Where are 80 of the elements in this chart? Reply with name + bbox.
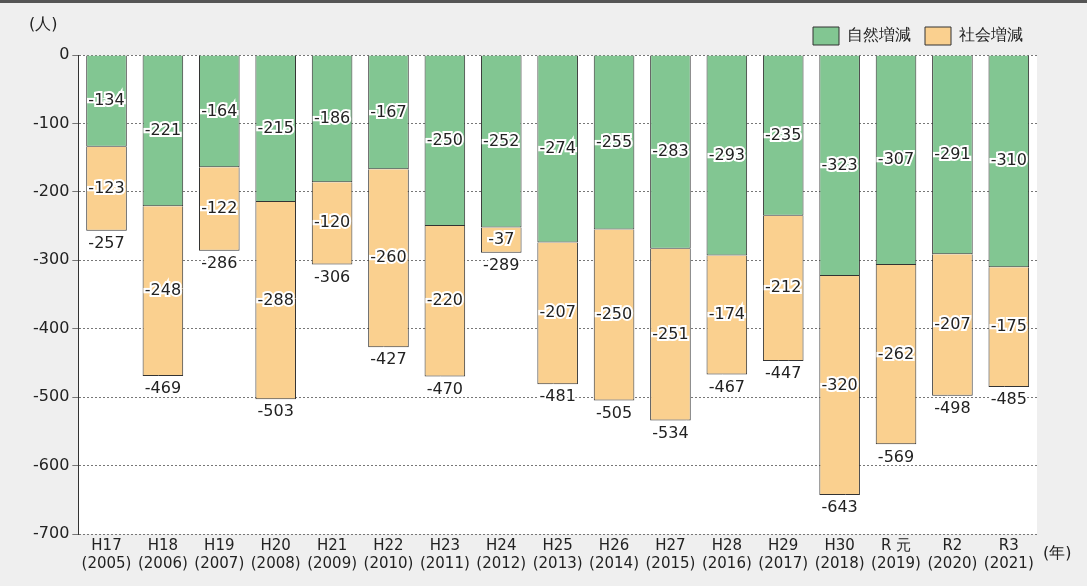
total-label: -286: [201, 252, 238, 272]
data-label: -164: [201, 100, 238, 120]
data-label: -250: [595, 304, 633, 324]
data-label: -255: [595, 131, 633, 151]
data-label: -251: [652, 323, 689, 343]
total-label: -469: [144, 378, 182, 398]
data-label: -122: [201, 198, 238, 218]
legend-label: 社会増減: [959, 25, 1023, 45]
y-tick-label: 0: [59, 44, 70, 64]
x-tick-label: H21 (2009): [307, 535, 358, 572]
data-label: -120: [313, 212, 351, 232]
total-label: -470: [426, 378, 464, 398]
data-label: -175: [990, 316, 1027, 336]
data-label: -207: [539, 302, 576, 322]
data-label: -215: [257, 117, 294, 137]
data-label: -310: [990, 150, 1027, 170]
data-label: -260: [370, 247, 407, 267]
total-label: -569: [877, 446, 915, 466]
x-tick-label: H26 (2014): [589, 535, 639, 572]
y-tick-label: -600: [33, 454, 70, 474]
total-label: -289: [483, 254, 520, 274]
y-tick-label: -700: [33, 523, 70, 543]
x-tick-label: H25 (2013): [532, 535, 583, 572]
total-label: -481: [539, 386, 576, 406]
data-label: -262: [877, 343, 915, 363]
x-tick-label: H20 (2008): [250, 535, 301, 572]
total-label: -643: [821, 497, 858, 517]
total-label: -257: [88, 233, 125, 253]
data-label: -323: [821, 154, 858, 174]
total-label: -306: [313, 266, 351, 286]
data-label: -307: [877, 149, 915, 169]
x-tick-label: H19 (2007): [194, 535, 245, 572]
total-label: -505: [595, 402, 633, 422]
data-label: -123: [88, 177, 125, 197]
data-label: -274: [539, 138, 576, 158]
total-label: -485: [990, 389, 1027, 409]
data-label: -174: [708, 304, 745, 324]
x-tick-label: H22 (2010): [363, 535, 414, 572]
data-label: -248: [144, 280, 182, 300]
total-label: -427: [370, 349, 407, 369]
x-tick-label: R 元 (2019): [871, 535, 921, 572]
x-tick-label: H17 (2005): [81, 535, 132, 572]
x-tick-label: R3 (2021): [983, 535, 1034, 572]
y-tick-label: -400: [33, 317, 70, 337]
x-tick-label: H30 (2018): [814, 535, 865, 572]
data-label: -293: [708, 144, 745, 164]
data-label: -221: [144, 120, 182, 140]
data-label: -288: [257, 289, 294, 309]
y-tick-label: -300: [33, 249, 70, 269]
x-tick-label: H27 (2015): [645, 535, 696, 572]
y-axis-title: (人): [29, 14, 58, 34]
total-label: -467: [708, 376, 745, 396]
y-tick-label: -200: [33, 181, 70, 201]
y-tick-label: -500: [33, 386, 70, 406]
x-tick-label: H28 (2016): [701, 535, 752, 572]
data-label: -291: [934, 143, 971, 163]
y-tick-label: -100: [33, 112, 70, 132]
x-tick-label: H23 (2011): [419, 535, 470, 572]
data-label: -134: [88, 90, 125, 110]
total-label: -447: [765, 363, 802, 383]
data-label: -235: [765, 124, 802, 144]
data-label: -167: [370, 101, 407, 121]
x-tick-label: R2 (2020): [927, 535, 978, 572]
data-label: -212: [765, 277, 802, 297]
x-tick-label: H29 (2017): [758, 535, 809, 572]
x-axis-title: (年): [1043, 543, 1072, 563]
data-label: -252: [483, 130, 520, 150]
data-label: -186: [313, 108, 351, 128]
data-label: -250: [426, 129, 464, 149]
x-tick-label: H24 (2012): [476, 535, 527, 572]
data-label: -220: [426, 290, 464, 310]
data-label: -37: [488, 229, 515, 249]
total-label: -534: [652, 422, 689, 442]
x-tick-label: H18 (2006): [137, 535, 188, 572]
data-label: -207: [934, 314, 971, 334]
data-label: -283: [652, 141, 689, 161]
legend-label: 自然増減: [847, 25, 911, 45]
total-label: -503: [257, 401, 294, 421]
data-label: -320: [821, 374, 858, 394]
total-label: -498: [934, 397, 971, 417]
